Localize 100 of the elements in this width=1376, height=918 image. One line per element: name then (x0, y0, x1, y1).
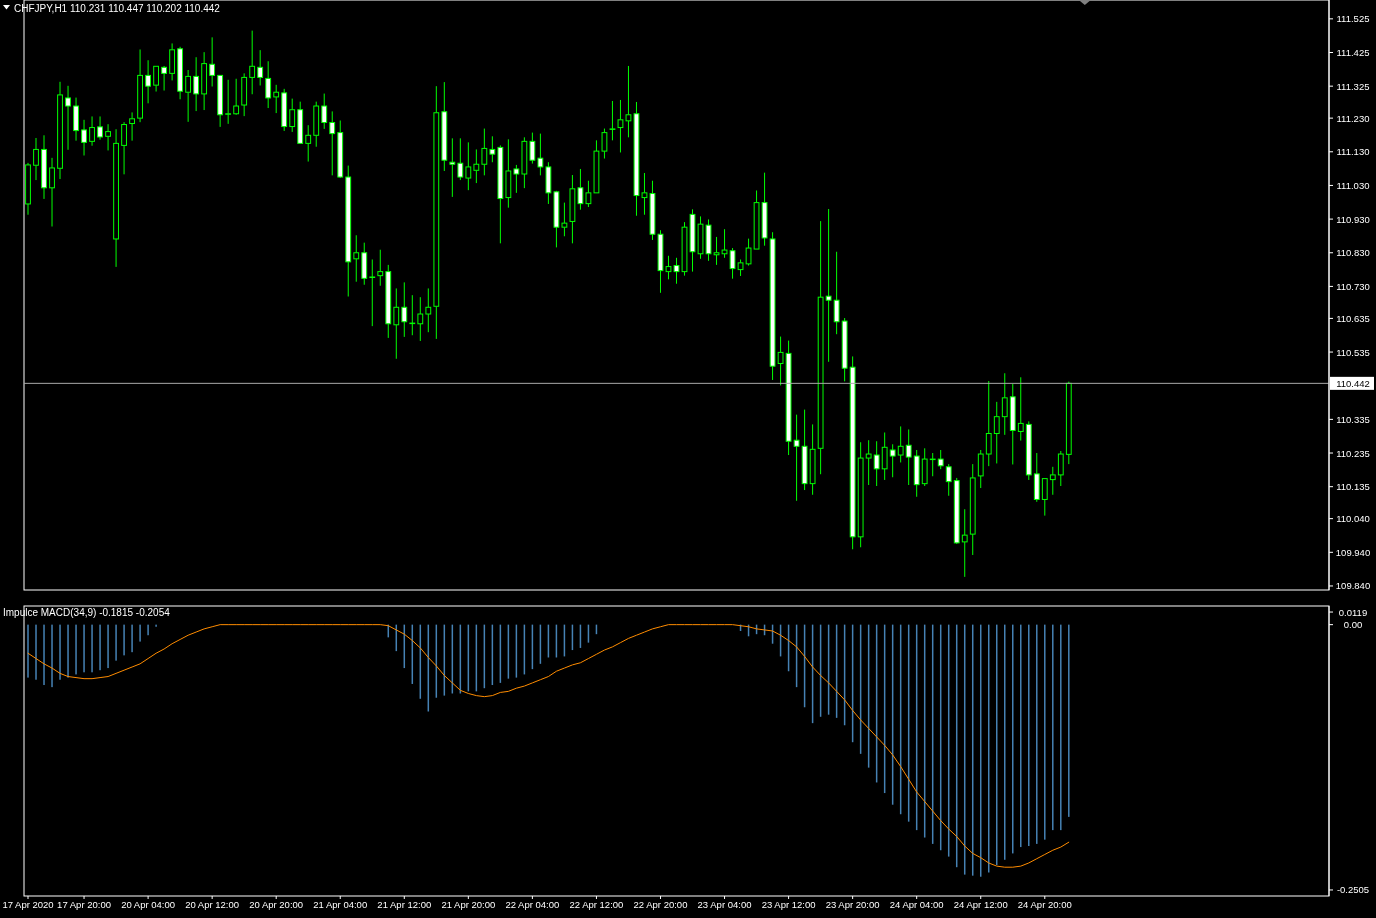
candlestick (337, 119, 344, 178)
candlestick (897, 425, 904, 463)
x-tick-label: 23 Apr 20:00 (825, 899, 880, 911)
candlestick (369, 258, 376, 327)
y-tick-label: 110.135 (1336, 481, 1370, 493)
candlestick (785, 340, 792, 456)
candlestick (161, 66, 168, 92)
candlestick (201, 51, 208, 111)
x-tick-label: 20 Apr 12:00 (185, 899, 240, 911)
candlestick (513, 164, 520, 194)
candlestick (377, 249, 384, 287)
candlestick (569, 174, 576, 244)
candlestick (969, 463, 976, 556)
candlestick (257, 49, 264, 86)
candlestick (73, 97, 79, 142)
candlestick (33, 137, 39, 181)
candlestick (465, 141, 472, 191)
candlestick (129, 111, 135, 142)
candlestick (753, 190, 760, 250)
candlestick (1009, 383, 1016, 465)
x-tick-label: 24 Apr 20:00 (1017, 899, 1072, 911)
candlestick (793, 414, 800, 502)
y-tick-label: 110.635 (1336, 312, 1370, 324)
candlestick (577, 168, 584, 211)
x-tick-label: 22 Apr 20:00 (633, 899, 688, 911)
candlestick (241, 72, 248, 117)
candlestick (809, 423, 816, 496)
candlestick (177, 46, 184, 100)
candlestick (473, 148, 480, 184)
candlestick (913, 449, 920, 498)
candlestick (105, 123, 111, 151)
candlestick (89, 115, 95, 147)
candlestick (441, 81, 448, 172)
candlestick (433, 85, 440, 340)
y-tick-label: 111.325 (1336, 80, 1370, 92)
x-tick-label: 17 Apr 20:00 (57, 899, 111, 911)
x-tick-label: 23 Apr 04:00 (697, 899, 752, 911)
x-tick-label: 21 Apr 20:00 (441, 899, 496, 911)
candlestick (585, 180, 592, 208)
y-tick-label: 109.840 (1335, 580, 1371, 592)
candlestick (537, 133, 544, 176)
candlestick (193, 56, 200, 112)
candlestick (873, 440, 880, 487)
candlestick (249, 30, 256, 95)
candlestick (185, 69, 192, 123)
candlestick (961, 508, 968, 578)
candlestick (233, 78, 240, 115)
y-tick-label: 111.425 (1336, 47, 1370, 58)
candlestick (137, 48, 143, 123)
candlestick (593, 139, 600, 194)
candlestick (801, 409, 808, 491)
candlestick (529, 132, 536, 165)
candlestick (929, 452, 936, 477)
candlestick (505, 138, 512, 209)
y-tick-label: 0.0119 (1338, 606, 1368, 618)
candlestick (521, 136, 528, 189)
x-tick-label: 21 Apr 12:00 (377, 899, 432, 911)
candlestick (777, 336, 784, 386)
y-tick-label: 110.335 (1336, 413, 1370, 425)
candlestick (153, 65, 159, 93)
candlestick (497, 144, 504, 244)
candlestick (321, 93, 328, 130)
candlestick (49, 157, 55, 228)
y-tick-label: 111.230 (1336, 112, 1370, 124)
candlestick (865, 439, 872, 486)
candlestick (41, 134, 47, 200)
y-tick-label: 110.535 (1336, 346, 1370, 358)
candlestick (209, 36, 216, 87)
candlestick (217, 74, 224, 128)
candlestick (449, 137, 456, 198)
candlestick (121, 121, 127, 175)
candlestick (1041, 478, 1048, 517)
candlestick (1065, 381, 1072, 465)
y-tick-label: 110.040 (1336, 513, 1370, 525)
candlestick (825, 208, 832, 363)
candlestick (937, 449, 944, 470)
candlestick (857, 441, 864, 548)
x-tick-label: 20 Apr 04:00 (121, 899, 176, 911)
candlestick (849, 355, 856, 550)
candlestick (97, 115, 103, 141)
candlestick (561, 202, 568, 237)
y-tick-label: 109.940 (1335, 546, 1371, 558)
chart-title: Impulce MACD(34,9) -0.1815 -0.2054 (3, 606, 171, 618)
y-tick-label: 110.730 (1336, 280, 1370, 292)
candlestick (345, 165, 352, 298)
candlestick (1049, 466, 1056, 496)
candlestick (225, 79, 232, 125)
y-tick-label: 111.130 (1336, 146, 1370, 158)
x-tick-label: 21 Apr 04:00 (313, 899, 368, 911)
y-tick-label: 111.525 (1336, 13, 1370, 25)
candlestick (417, 296, 424, 342)
line-series (27, 624, 1070, 868)
candlestick (425, 287, 432, 333)
candlestick (145, 59, 151, 104)
candlestick (353, 234, 360, 283)
candlestick (601, 128, 608, 160)
candlestick (905, 428, 912, 486)
candlestick (273, 84, 280, 114)
x-tick-label: 22 Apr 04:00 (505, 899, 560, 911)
candlestick (401, 281, 408, 338)
